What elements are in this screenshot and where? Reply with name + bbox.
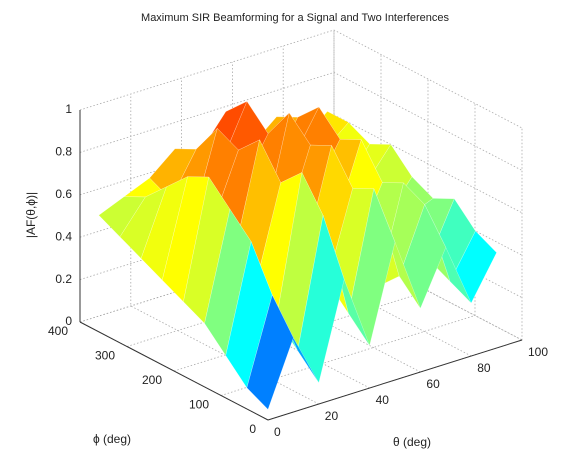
z-tick-label: 0.4 — [55, 229, 72, 243]
x-tick-label: 40 — [376, 393, 390, 407]
z-axis-label: |AF(θ,ϕ)| — [24, 192, 38, 238]
y-tick-label: 200 — [142, 373, 162, 387]
surface-patch — [246, 294, 294, 410]
x-tick-label: 100 — [528, 345, 548, 359]
chart-title: Maximum SIR Beamforming for a Signal and… — [141, 12, 449, 24]
y-tick-label: 400 — [48, 324, 68, 338]
z-tick-label: 1 — [65, 102, 72, 116]
grid-line — [282, 46, 472, 357]
grid-line — [231, 62, 421, 373]
y-tick-label: 0 — [249, 422, 256, 436]
y-axis-label: ϕ (deg) — [93, 432, 131, 446]
grid-line — [220, 103, 476, 396]
z-tick-label: 0.6 — [55, 187, 72, 201]
x-tick-label: 0 — [274, 425, 281, 439]
axis-line — [267, 339, 523, 421]
x-tick-label: 80 — [477, 361, 491, 375]
z-tick-label: 0 — [65, 314, 72, 328]
y-tick-label: 100 — [189, 398, 209, 412]
x-axis-label: θ (deg) — [393, 435, 431, 449]
y-tick-label: 300 — [95, 349, 115, 363]
z-tick-label: 0.8 — [55, 145, 72, 159]
x-tick-label: 20 — [325, 409, 339, 423]
axis-line — [79, 321, 269, 421]
x-tick-label: 60 — [426, 377, 440, 391]
grid-line — [333, 30, 523, 341]
z-tick-label: 0.2 — [55, 272, 72, 286]
